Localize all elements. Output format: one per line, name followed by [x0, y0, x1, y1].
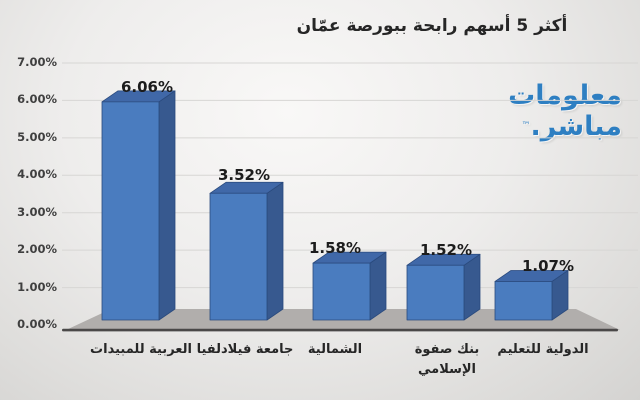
bar	[312, 262, 371, 321]
bar-side-face	[369, 251, 387, 321]
value-label: 1.07%	[521, 257, 575, 275]
mubasher-logo-word: مباشر.	[530, 111, 622, 142]
mubasher-logo-line2: مباشر.™	[522, 111, 622, 142]
bar-side-face	[266, 181, 284, 321]
y-axis-tick-label: 2.00%	[17, 242, 57, 257]
bar	[209, 192, 268, 321]
category-axis-line	[62, 328, 618, 332]
bar	[406, 264, 465, 321]
bar-side-face	[463, 253, 481, 321]
y-axis-tick-label: 7.00%	[17, 55, 57, 69]
chart-title: أكثر 5 أسهم رابحة ببورصة عمّان	[296, 16, 568, 36]
category-label: بنك صفوة الإسلامي	[414, 342, 480, 377]
value-label: 1.52%	[419, 241, 473, 259]
category-label: الشمالية	[307, 342, 363, 357]
value-label: 3.52%	[217, 166, 271, 184]
bar-side-face	[158, 90, 176, 321]
mubasher-logo: معلومات مباشر.™	[508, 80, 622, 142]
mubasher-logo-line1: معلومات	[508, 80, 622, 111]
trademark-symbol: ™	[521, 121, 531, 131]
value-label: 1.58%	[308, 239, 362, 257]
y-axis-tick-label: 1.00%	[17, 279, 57, 294]
y-axis-tick-label: 4.00%	[17, 167, 57, 182]
bar	[494, 281, 553, 321]
y-axis-tick-label: 6.00%	[17, 92, 57, 107]
category-label: العربية للمبيدات	[90, 342, 192, 357]
category-label: الدولية للتعليم	[497, 342, 589, 357]
y-axis-tick-label: 0.00%	[17, 317, 57, 331]
category-label: جامعة فيلادلفيا	[196, 342, 294, 357]
y-axis-tick-label: 3.00%	[17, 204, 57, 219]
value-label: 6.06%	[120, 78, 174, 96]
y-axis-tick-label: 5.00%	[17, 129, 57, 144]
bar	[101, 101, 160, 321]
